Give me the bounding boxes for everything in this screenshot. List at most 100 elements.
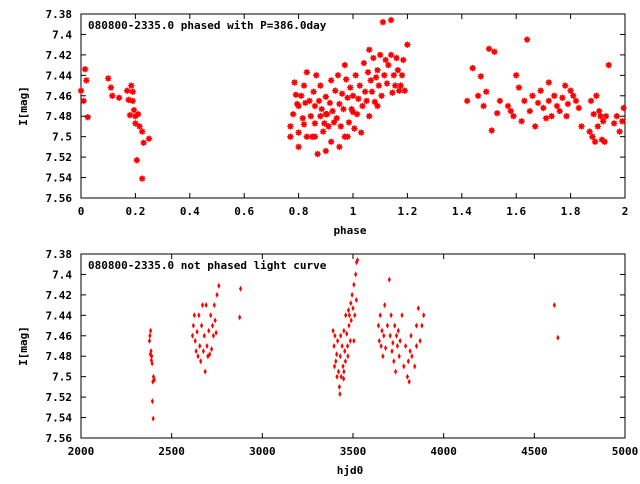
- phased-x-tick-label: 2: [622, 205, 629, 218]
- unphased-data-point: [347, 312, 351, 319]
- phased-data-point: [564, 100, 572, 108]
- unphased-data-point: [400, 312, 404, 319]
- phased-data-point: [313, 150, 322, 158]
- phased-chart: 0 0.2 0.4 0.6 0.8 1 1.2 1.4 1.6 1.8 2 7.387.47.427…: [17, 8, 628, 237]
- unphased-data-point: [408, 348, 412, 355]
- phased-y-tick-label: 7.38: [46, 8, 73, 21]
- unphased-data-point: [193, 337, 197, 344]
- phased-data-point: [351, 71, 360, 80]
- phased-data-point: [338, 89, 346, 98]
- phased-data-point: [544, 97, 553, 105]
- unphased-data-point: [407, 378, 411, 385]
- unphased-y-tick-label: 7.44: [46, 309, 73, 322]
- unphased-data-point: [201, 348, 205, 355]
- phased-data-point: [474, 91, 482, 100]
- unphased-y-axis-label: I[mag]: [17, 326, 30, 366]
- phased-data-point: [574, 104, 583, 112]
- unphased-data-point: [340, 343, 344, 349]
- phased-data-point: [365, 45, 374, 54]
- phased-y-tick-label: 7.4: [52, 28, 72, 41]
- unphased-data-point: [196, 353, 200, 360]
- phased-data-point: [332, 114, 341, 123]
- phased-chart-title: 080800-2335.0 phased with P=386.0day: [88, 19, 327, 32]
- unphased-x-tick-label: 2000: [68, 445, 95, 458]
- unphased-data-point: [409, 332, 413, 339]
- unphased-data-point: [338, 353, 342, 360]
- phased-data-point: [373, 66, 382, 75]
- phased-data-point: [128, 97, 137, 105]
- unphased-data-point: [191, 322, 195, 329]
- phased-data-point: [589, 110, 598, 119]
- phased-data-point: [525, 107, 534, 115]
- phased-data-point: [331, 86, 340, 95]
- unphased-data-point: [202, 332, 206, 339]
- phased-data-point: [138, 127, 147, 136]
- unphased-y-tick-label: 7.4: [52, 268, 72, 281]
- unphased-data-point: [205, 343, 209, 349]
- phased-data-point: [354, 94, 363, 103]
- unphased-data-point: [192, 312, 196, 319]
- phased-data-point: [127, 81, 136, 90]
- phased-data-point: [134, 110, 142, 119]
- phased-data-point: [309, 87, 318, 96]
- phased-data-point: [335, 100, 344, 108]
- phased-y-tick-label: 7.5: [52, 131, 72, 144]
- unphased-chart-title: 080800-2335.0 not phased light curve: [88, 259, 327, 272]
- unphased-data-point: [238, 314, 242, 321]
- phased-data-point: [302, 68, 311, 77]
- phased-data-point: [394, 66, 402, 75]
- phased-data-point: [312, 71, 321, 80]
- unphased-data-point: [335, 351, 339, 358]
- phased-data-point: [395, 86, 404, 95]
- phased-data-point: [536, 86, 545, 95]
- unphased-data-point: [336, 368, 341, 375]
- phased-data-point: [321, 92, 330, 101]
- unphased-data-point: [338, 391, 342, 397]
- unphased-data-point: [376, 322, 380, 329]
- phased-data-point: [316, 81, 325, 90]
- unphased-data-point: [379, 343, 383, 349]
- unphased-points: [147, 257, 560, 422]
- unphased-data-point: [552, 302, 556, 309]
- phased-data-point: [379, 18, 387, 27]
- unphased-data-point: [209, 312, 213, 319]
- phased-data-point: [317, 105, 326, 113]
- unphased-x-tick-label: 5000: [612, 445, 639, 458]
- phased-data-point: [81, 65, 89, 74]
- phased-data-point: [593, 122, 602, 131]
- unphased-data-point: [350, 291, 354, 298]
- phased-data-point: [528, 91, 537, 100]
- unphased-chart: 2000 2500 3000 3500 4000 4500 5000 7.38 7.4 7.42…: [17, 248, 638, 477]
- unphased-plot-frame: [80, 253, 626, 439]
- phased-data-point: [297, 91, 306, 100]
- unphased-data-point: [420, 322, 424, 329]
- phased-data-point: [463, 97, 472, 105]
- phased-data-point: [372, 73, 380, 82]
- phased-data-point: [389, 71, 398, 80]
- phased-data-point: [377, 91, 386, 100]
- phased-data-point: [311, 119, 319, 128]
- phased-data-point: [345, 118, 353, 127]
- phased-data-point: [600, 137, 609, 146]
- phased-data-point: [334, 71, 342, 80]
- unphased-data-point: [384, 345, 388, 351]
- phased-data-point: [339, 105, 348, 113]
- phased-data-point: [490, 47, 499, 56]
- phased-data-point: [311, 102, 319, 110]
- phased-data-point: [349, 108, 357, 116]
- phased-data-point: [294, 143, 303, 151]
- unphased-data-point: [346, 307, 351, 314]
- phased-y-tick-label: 7.48: [46, 110, 73, 123]
- phased-data-point: [561, 81, 570, 90]
- phased-data-point: [595, 107, 604, 115]
- phased-data-point: [591, 137, 599, 146]
- phased-data-point: [349, 91, 357, 100]
- unphased-data-point: [339, 332, 343, 339]
- phased-data-point: [587, 97, 595, 105]
- unphased-data-point: [394, 332, 399, 339]
- unphased-data-point: [215, 291, 219, 298]
- phased-data-point: [343, 132, 352, 141]
- unphased-data-point: [213, 317, 217, 324]
- phased-data-point: [132, 156, 141, 165]
- phased-data-point: [618, 117, 627, 126]
